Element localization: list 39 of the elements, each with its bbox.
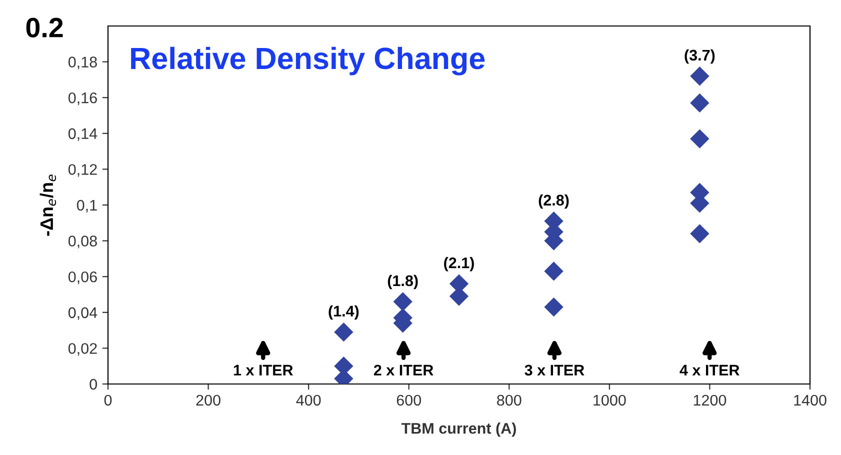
y-tick-label: 0,04	[68, 307, 98, 320]
point	[690, 224, 710, 244]
x-axis-title: TBM current (A)	[401, 422, 516, 437]
annotation: (1.4)	[328, 305, 359, 320]
annotation: (2.1)	[444, 257, 474, 272]
point	[544, 262, 564, 281]
y-tick-label: 0,02	[68, 343, 97, 356]
x-tick-label: 400	[296, 394, 321, 406]
point	[690, 93, 710, 113]
y-tick-label: 0	[90, 378, 97, 390]
point	[544, 297, 564, 317]
annotation: (2.8)	[538, 194, 569, 209]
y-tick-label: 0,08	[68, 236, 97, 248]
y-tick-label: 0,14	[68, 128, 98, 141]
point	[334, 322, 354, 342]
x-tick-label: 1000	[594, 394, 626, 406]
annotation: 2 x ITER	[374, 364, 434, 376]
point	[690, 66, 710, 86]
y-tick-label: 0,12	[68, 164, 97, 177]
annotation: 3 x ITER	[524, 364, 584, 376]
y-tick-label: 0,1	[76, 200, 97, 212]
point	[690, 129, 710, 148]
x-tick-label: 0	[104, 394, 112, 406]
text: 0.2	[26, 18, 63, 38]
text: Relative Density Change	[131, 46, 485, 76]
x-tick-label: 1400	[794, 394, 826, 406]
y-axis-title: -Δn$_{e}$/n$_{e}$	[40, 174, 56, 236]
y-tick-label: 0,16	[68, 92, 97, 106]
point	[393, 292, 412, 312]
y-tick-label: 0,18	[68, 56, 97, 70]
x-tick-label: 800	[497, 394, 522, 406]
x-tick-label: 1200	[694, 394, 726, 406]
y-tick-label: 0,06	[68, 271, 97, 284]
annotation: (1.8)	[388, 274, 418, 290]
annotation: 4 x ITER	[680, 364, 740, 376]
x-tick-label: 200	[196, 394, 220, 406]
x-tick-label: 600	[396, 394, 422, 406]
annotation: 1 x ITER	[234, 364, 293, 376]
annotation: (3.7)	[684, 49, 715, 64]
